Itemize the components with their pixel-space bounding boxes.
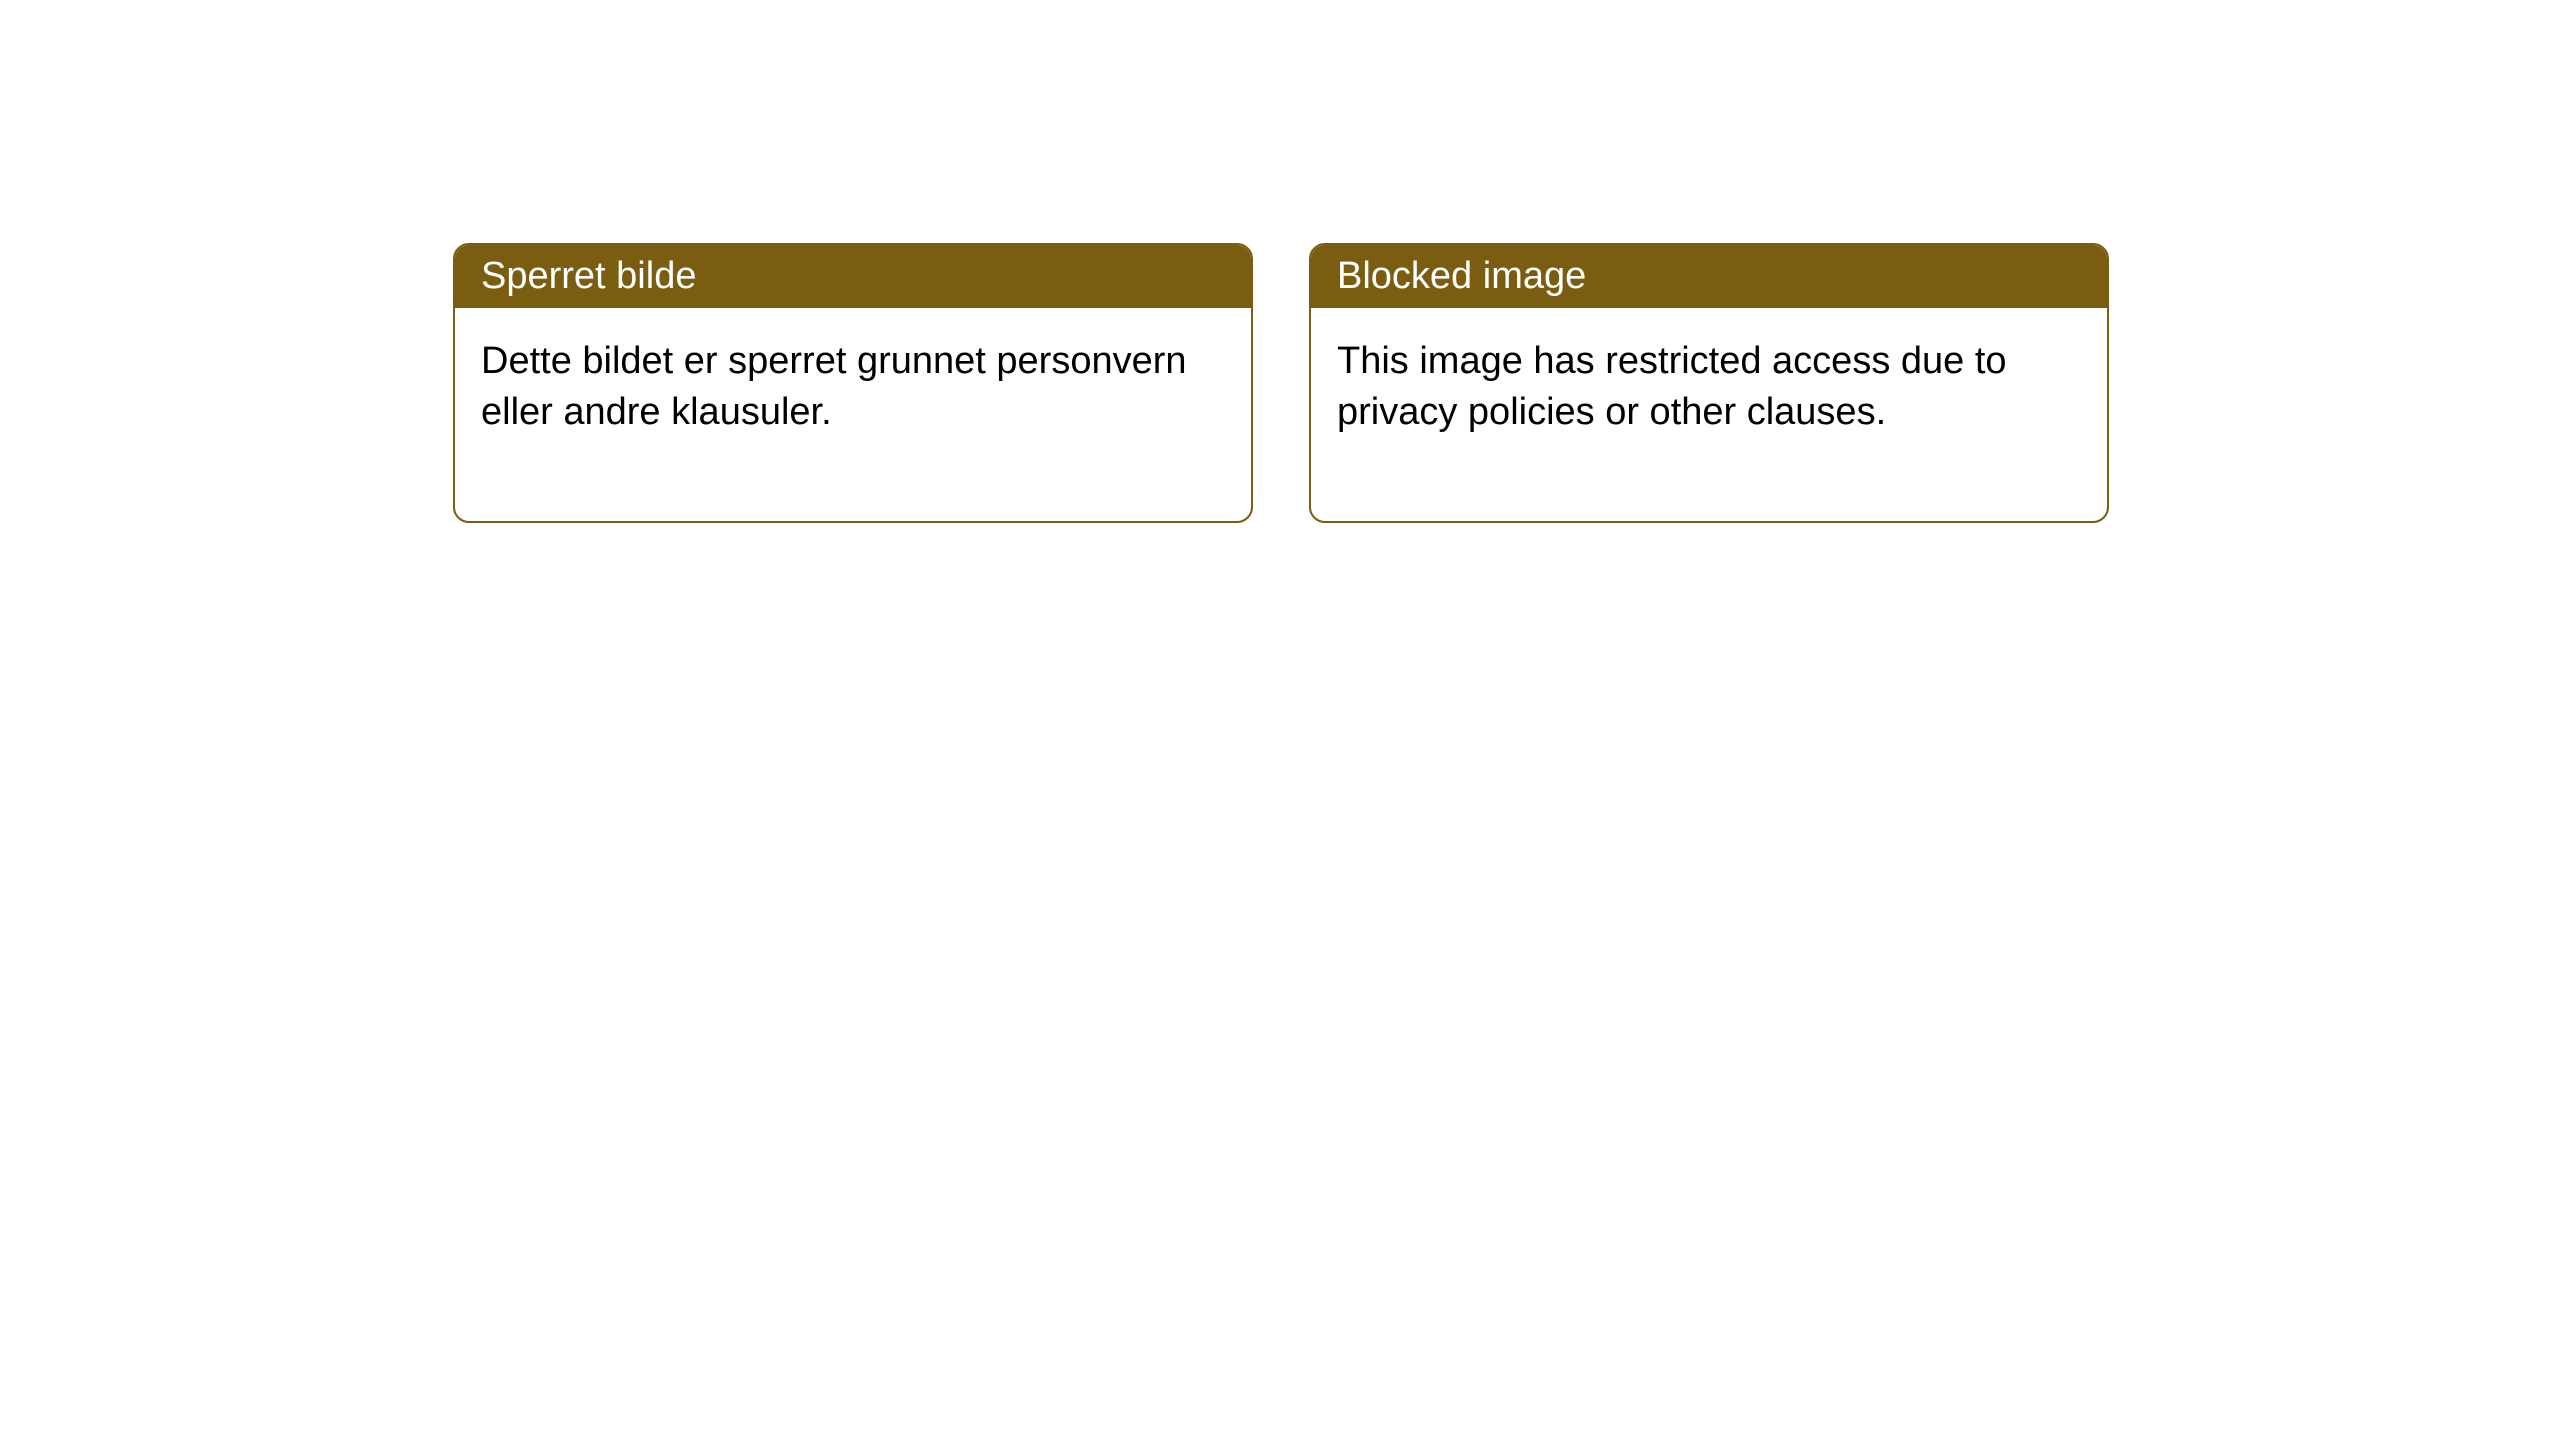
notice-card-title: Blocked image xyxy=(1311,245,2107,308)
notice-card-body: This image has restricted access due to … xyxy=(1311,308,2107,521)
notice-cards-container: Sperret bilde Dette bildet er sperret gr… xyxy=(453,243,2109,523)
notice-card-english: Blocked image This image has restricted … xyxy=(1309,243,2109,523)
notice-card-body: Dette bildet er sperret grunnet personve… xyxy=(455,308,1251,521)
notice-card-norwegian: Sperret bilde Dette bildet er sperret gr… xyxy=(453,243,1253,523)
notice-card-title: Sperret bilde xyxy=(455,245,1251,308)
